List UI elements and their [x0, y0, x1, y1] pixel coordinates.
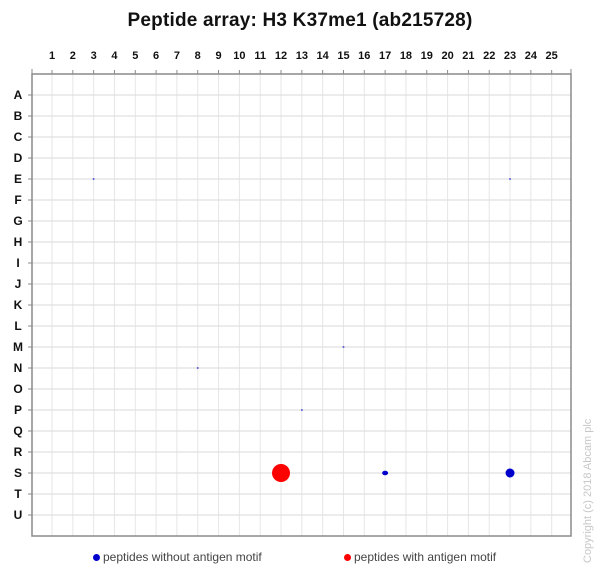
x-tick-label: 17: [378, 50, 392, 62]
y-tick-label: E: [13, 172, 22, 186]
x-tick-label: 11: [254, 50, 266, 62]
spot-E23: [509, 178, 512, 180]
y-tick-label: J: [14, 277, 22, 291]
y-tick-label: D: [13, 151, 23, 165]
legend-item-without-motif: peptides without antigen motif: [93, 550, 262, 564]
data-spots: [92, 178, 515, 482]
x-tick-label: 8: [194, 50, 201, 62]
spot-S12: [272, 464, 291, 482]
y-tick-label: B: [13, 109, 23, 123]
x-tick-label: 10: [233, 50, 246, 62]
x-tick-label: 21: [462, 50, 475, 62]
spot-M15: [342, 346, 345, 348]
y-tick-label: G: [13, 214, 23, 228]
copyright-notice: Copyright (c) 2018 Abcam plc: [582, 418, 594, 563]
y-tick-label: M: [13, 340, 23, 354]
y-tick-label: O: [13, 382, 23, 396]
legend-item-with-motif: peptides with antigen motif: [344, 550, 496, 564]
x-tick-label: 16: [358, 50, 371, 62]
y-tick-label: S: [13, 466, 22, 480]
x-tick-label: 2: [69, 50, 76, 62]
x-tick-label: 19: [420, 50, 433, 62]
x-tick-label: 4: [111, 50, 118, 62]
y-tick-label: Q: [13, 424, 23, 438]
y-tick-label: T: [14, 487, 22, 501]
spot-S23: [505, 468, 515, 478]
spot-P13: [300, 409, 303, 411]
x-tick-label: 20: [441, 50, 454, 62]
y-tick-label: A: [13, 88, 23, 102]
axis-ticks: [28, 69, 572, 516]
x-tick-label: 22: [483, 50, 496, 62]
x-tick-label: 18: [399, 50, 413, 62]
legend-label-without: peptides without antigen motif: [103, 550, 262, 564]
x-tick-label: 12: [274, 50, 288, 62]
x-tick-label: 14: [316, 50, 329, 62]
x-tick-label: 7: [173, 50, 180, 62]
y-tick-label: K: [13, 298, 23, 312]
spot-E3: [92, 178, 95, 180]
y-tick-label: R: [13, 445, 23, 459]
x-tick-label: 9: [215, 50, 222, 62]
spot-S17: [382, 470, 389, 476]
x-tick-label: 13: [295, 50, 308, 62]
y-tick-label: P: [13, 403, 22, 417]
y-tick-label: U: [13, 508, 23, 522]
x-tick-label: 6: [153, 50, 160, 62]
y-tick-label: C: [13, 130, 23, 144]
legend-label-with: peptides with antigen motif: [354, 550, 497, 564]
y-tick-label: L: [14, 319, 22, 333]
x-tick-label: 1: [48, 50, 56, 62]
y-tick-label: F: [14, 193, 22, 207]
chart-title: Peptide array: H3 K37me1 (ab215728): [127, 10, 473, 31]
red-dot-icon: [344, 554, 351, 561]
grid-lines: [32, 74, 571, 536]
x-tick-label: 25: [545, 50, 558, 62]
y-tick-label: H: [13, 235, 23, 249]
blue-dot-icon: [93, 554, 100, 561]
spot-N8: [196, 367, 199, 369]
x-tick-label: 23: [503, 50, 517, 62]
x-tick-label: 3: [90, 50, 97, 62]
x-tick-label: 15: [337, 50, 350, 62]
y-tick-label: I: [16, 256, 20, 270]
x-tick-label: 24: [524, 50, 537, 62]
y-tick-label: N: [13, 361, 23, 375]
x-tick-label: 5: [132, 50, 139, 62]
